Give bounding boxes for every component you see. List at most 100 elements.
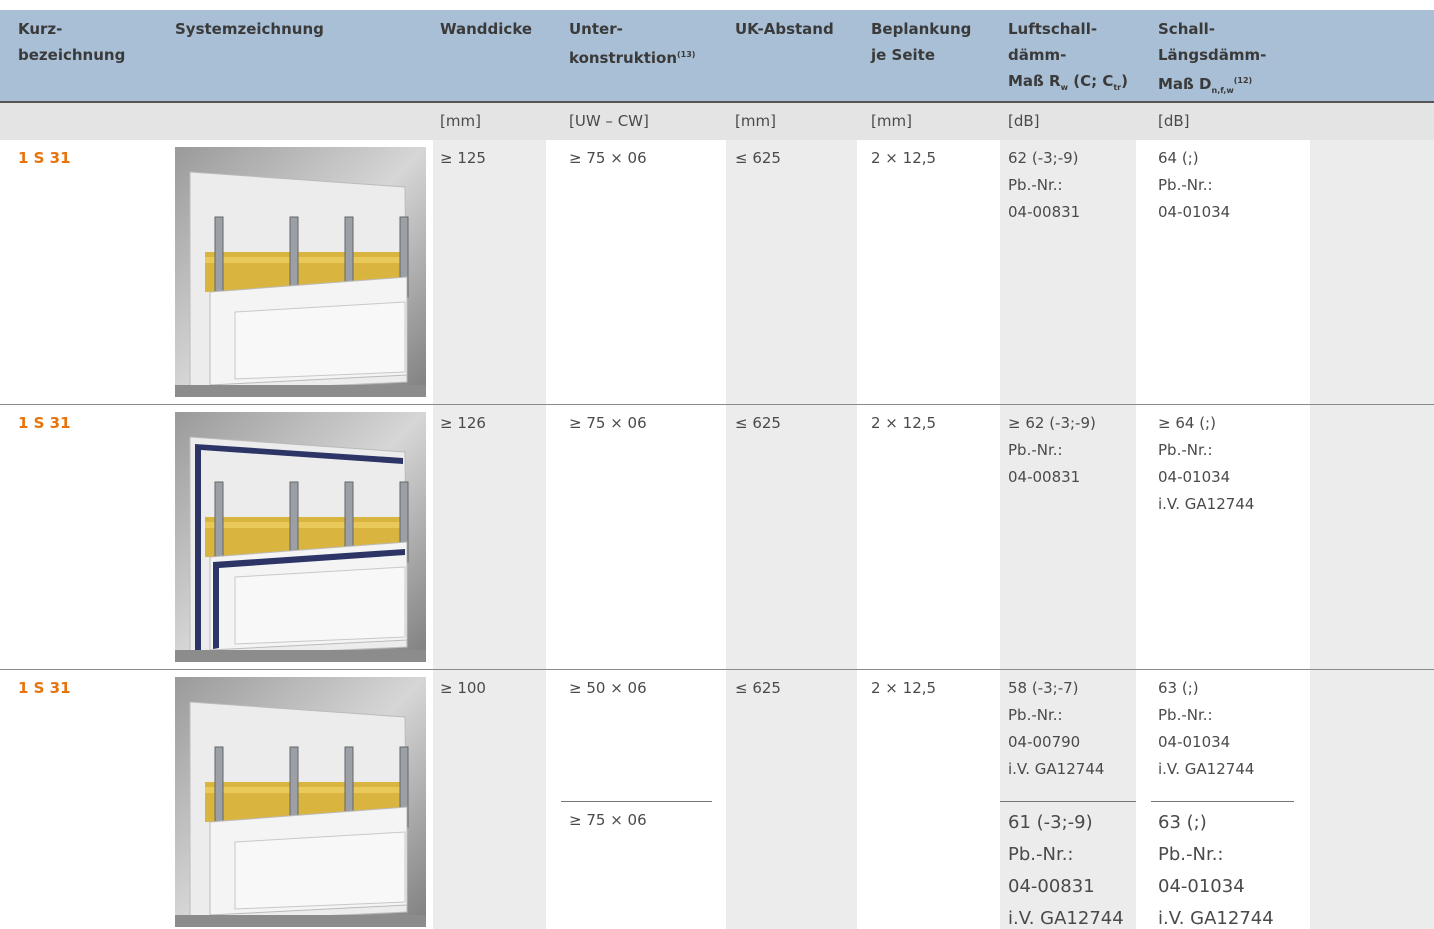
header-line: Beplankung [871, 16, 971, 42]
cell-text: Pb.-Nr.: [1008, 176, 1063, 194]
cell-text: Pb.-Nr.: [1008, 706, 1063, 724]
cell-text: 63 (;) [1158, 812, 1207, 833]
header-cell: Luftschall-dämm- Maß Rw (C; Ctr) [1008, 16, 1128, 101]
cell-text: 04-01034 [1158, 733, 1231, 751]
header-line: je Seite [871, 42, 971, 68]
cell-text: 61 (-3;-9) [1008, 812, 1093, 833]
cell-text: ≥ 75 × 06 [569, 414, 647, 432]
row-rule [0, 404, 1434, 405]
header-cell: Unter-konstruktion(13) [569, 16, 695, 71]
cell-text: 1 S 31 [18, 414, 71, 432]
unit-label: [dB] [1008, 112, 1040, 130]
header-text: (13) [677, 50, 696, 59]
header-line: Schall- [1158, 16, 1266, 42]
cell-text: ≤ 625 [735, 149, 781, 167]
cell-text: Pb.-Nr.: [1158, 706, 1213, 724]
header-text: Unter- [569, 20, 623, 38]
shaded-column [433, 140, 546, 929]
header-text: tr [1113, 83, 1122, 92]
header-text: w [1060, 83, 1069, 92]
unit-label: [mm] [440, 112, 481, 130]
system-drawing [175, 677, 426, 927]
header-text: Kurz- [18, 20, 63, 38]
cell-text: ≥ 125 [440, 149, 486, 167]
cell-text: ≤ 625 [735, 679, 781, 697]
units-band [0, 103, 1434, 140]
header-line: Maß Rw (C; Ctr) [1008, 68, 1128, 101]
cell-text: i.V. GA12744 [1158, 760, 1255, 778]
cell-text: 04-00831 [1008, 203, 1081, 221]
header-line: Unter- [569, 16, 695, 42]
cell-text: 2 × 12,5 [871, 679, 937, 697]
cell-text: 2 × 12,5 [871, 414, 937, 432]
cell-text: 63 (;) [1158, 679, 1199, 697]
system-drawing [175, 147, 426, 397]
header-line: UK-Abstand [735, 16, 834, 42]
header-cell: Kurz-bezeichnung [18, 16, 125, 68]
header-text: bezeichnung [18, 46, 126, 64]
header-cell: Schall- Längsdämm- Maß Dn,f,w(12) [1158, 16, 1266, 104]
header-line: bezeichnung [18, 42, 125, 68]
unit-label: [UW – CW] [569, 112, 649, 130]
shaded-column [726, 140, 857, 929]
cell-text: 1 S 31 [18, 149, 71, 167]
header-text: Beplankung [871, 20, 972, 38]
cell-text: ≥ 62 (-3;-9) [1008, 414, 1096, 432]
header-text: (12) [1233, 76, 1253, 85]
cell-text: 04-00831 [1008, 468, 1081, 486]
part-rule [1151, 801, 1294, 802]
cell-text: Pb.-Nr.: [1158, 441, 1213, 459]
cell-text: 58 (-3;-7) [1008, 679, 1079, 697]
header-cell: Beplankung je Seite [871, 16, 971, 68]
cell-text: 04-01034 [1158, 876, 1245, 897]
header-line: Systemzeichnung [175, 16, 324, 42]
cell-text: 04-00831 [1008, 876, 1095, 897]
header-text: Luftschall- [1008, 20, 1098, 38]
header-line: Wanddicke [440, 16, 532, 42]
header-line: Luftschall- [1008, 16, 1128, 42]
cell-text: Pb.-Nr.: [1008, 441, 1063, 459]
shaded-column [1000, 140, 1136, 929]
header-text: Längsdämm- [1158, 46, 1267, 64]
header-cell: Systemzeichnung [175, 16, 324, 42]
cell-text: ≥ 50 × 06 [569, 679, 647, 697]
header-text: (C; C [1068, 72, 1114, 90]
header-text: Schall- [1158, 20, 1216, 38]
header-line: Kurz- [18, 16, 125, 42]
header-line: dämm- [1008, 42, 1128, 68]
header-text: ) [1121, 72, 1128, 90]
cell-text: 04-01034 [1158, 468, 1231, 486]
cell-text: 2 × 12,5 [871, 149, 937, 167]
cell-text: 64 (;) [1158, 149, 1199, 167]
header-cell: Wanddicke [440, 16, 532, 42]
header-line: Längsdämm- [1158, 42, 1266, 68]
header-text: UK-Abstand [735, 20, 834, 38]
cell-text: 62 (-3;-9) [1008, 149, 1079, 167]
header-band [0, 10, 1434, 102]
cell-text: Pb.-Nr.: [1158, 176, 1213, 194]
header-text: je Seite [871, 46, 935, 64]
cell-text: ≤ 625 [735, 414, 781, 432]
part-rule [1000, 801, 1136, 802]
cell-text: 1 S 31 [18, 679, 71, 697]
cell-text: ≥ 64 (;) [1158, 414, 1216, 432]
cell-text: i.V. GA12744 [1008, 760, 1105, 778]
header-text: Maß R [1008, 72, 1061, 90]
unit-label: [mm] [735, 112, 776, 130]
cell-text: ≥ 75 × 06 [569, 149, 647, 167]
header-text: Maß D [1158, 75, 1212, 93]
cell-text: i.V. GA12744 [1008, 908, 1124, 929]
part-rule [561, 801, 712, 802]
cell-text: Pb.-Nr.: [1158, 844, 1224, 865]
header-text: Wanddicke [440, 20, 533, 38]
cell-text: 04-01034 [1158, 203, 1231, 221]
row-rule [0, 669, 1434, 670]
cell-text: ≥ 100 [440, 679, 486, 697]
header-line: Maß Dn,f,w(12) [1158, 68, 1266, 104]
header-text: konstruktion [569, 49, 678, 67]
header-rule [0, 101, 1434, 103]
cell-text: i.V. GA12744 [1158, 908, 1274, 929]
header-text: Systemzeichnung [175, 20, 324, 38]
shaded-column [1310, 140, 1434, 929]
